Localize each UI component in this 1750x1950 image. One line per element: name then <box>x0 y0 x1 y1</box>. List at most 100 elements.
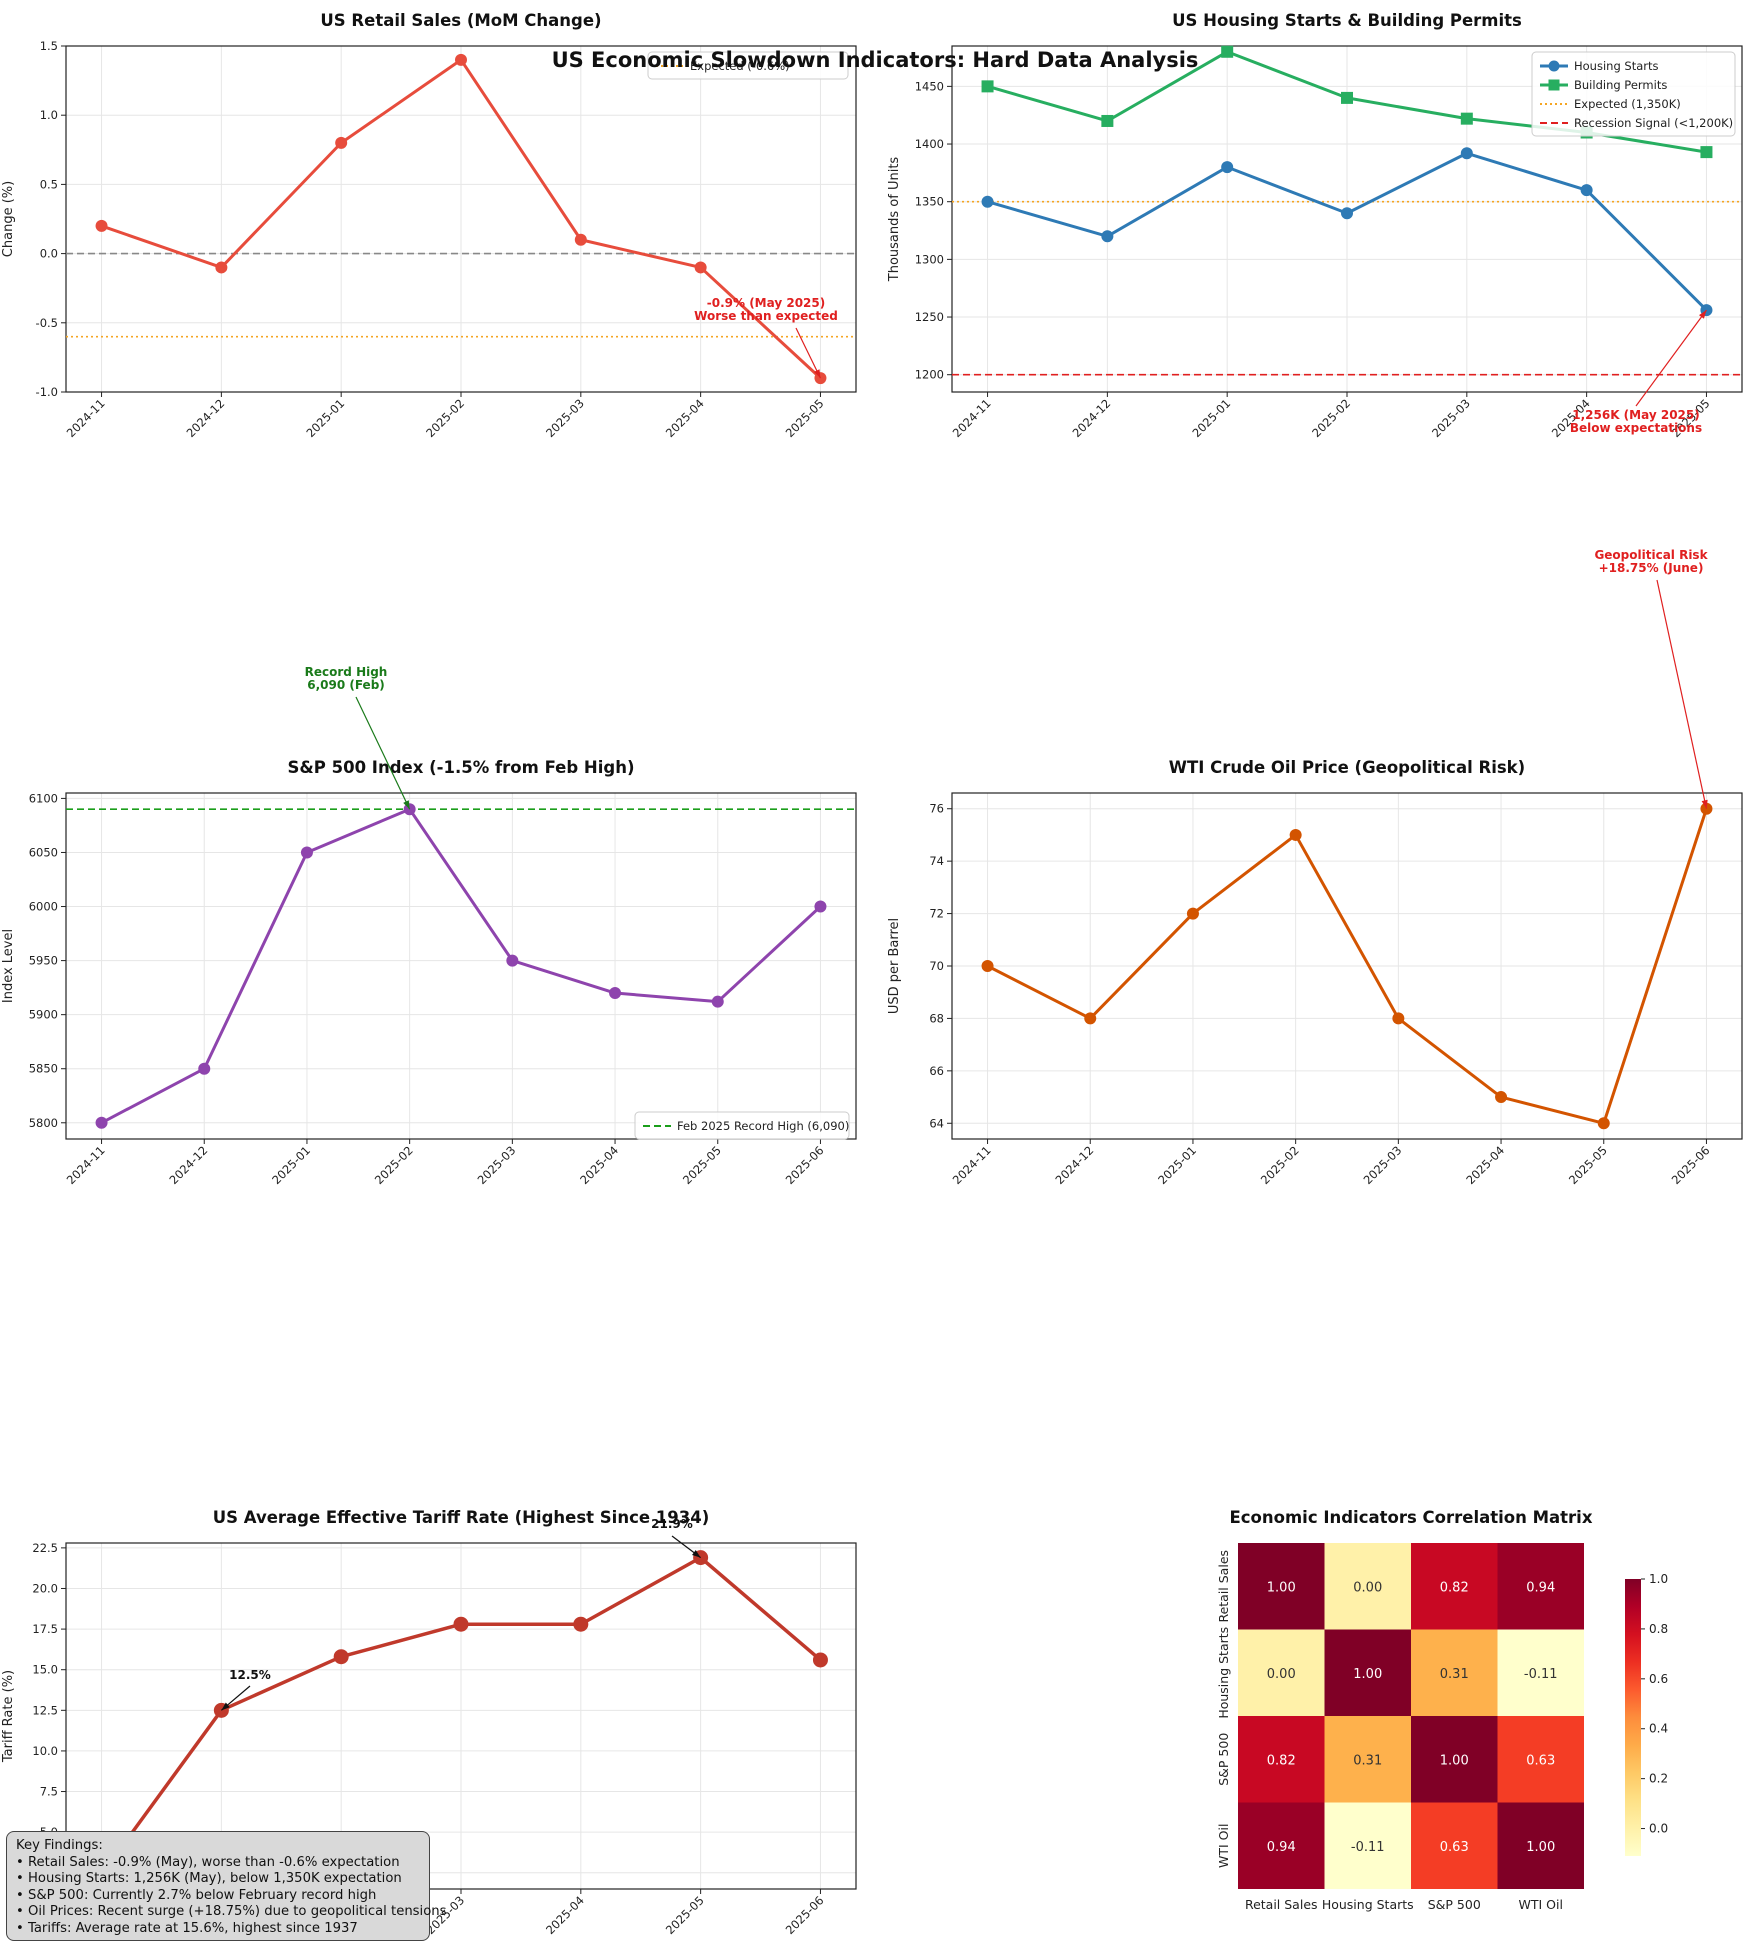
y-tick-label: -0.5 <box>36 316 58 330</box>
y-tick-label: Housing Starts <box>1216 1627 1231 1719</box>
data-point <box>981 80 994 93</box>
series-line-sp500 <box>100 807 822 1125</box>
y-tick-label: 7.5 <box>40 1785 58 1799</box>
heatmap-cell-label: 0.94 <box>1526 1580 1555 1595</box>
y-tick-label: 1400 <box>915 137 944 151</box>
y-tick-label: 5900 <box>29 1008 58 1022</box>
data-point <box>812 1652 828 1668</box>
data-point <box>1221 45 1234 58</box>
heatmap-cell-label: 0.94 <box>1267 1840 1296 1855</box>
heatmap-cell-label: 1.00 <box>1526 1840 1555 1855</box>
y-tick-label: 5950 <box>29 954 58 968</box>
annotation-text: Record High <box>305 665 388 679</box>
plot-frame <box>65 792 857 1140</box>
heatmap-cell <box>1324 1716 1411 1803</box>
colorbar-tick-label: 0.4 <box>1649 1722 1668 1736</box>
y-tick-label: 64 <box>929 1116 944 1130</box>
heatmap-cell <box>1411 1629 1498 1716</box>
y-axis-label: USD per Barrel <box>887 918 902 1014</box>
heatmap-cell <box>1411 1543 1498 1630</box>
y-tick-label: -1.0 <box>36 385 58 399</box>
key-finding-tariffs: • Tariffs: Average rate at 15.6%, highes… <box>16 1920 358 1936</box>
heatmap-cell <box>1497 1802 1584 1889</box>
data-point <box>1495 1091 1508 1104</box>
colorbar-tick-label: 1.0 <box>1649 1572 1668 1586</box>
legend-marker <box>1548 79 1560 91</box>
series-line-oil <box>986 808 1708 1125</box>
y-tick-label: 1450 <box>915 79 944 93</box>
heatmap-cell <box>1324 1802 1411 1889</box>
legend-box <box>1531 51 1736 137</box>
heatmap-cell <box>1411 1716 1498 1803</box>
y-axis-label: Tariff Rate (%) <box>1 1670 16 1763</box>
legend-entry: Feb 2025 Record High (6,090) <box>677 1119 849 1133</box>
x-tick-label: 2025-01 <box>1155 1143 1199 1187</box>
y-tick-label: 1350 <box>915 195 944 209</box>
y-tick-label: 0.5 <box>40 177 58 191</box>
y-tick-label: S&P 500 <box>1216 1733 1231 1786</box>
data-point <box>1289 828 1302 841</box>
key-finding-housing: • Housing Starts: 1,256K (May), below 1,… <box>16 1871 402 1887</box>
data-point <box>1392 1012 1405 1025</box>
x-tick-label: 2024-11 <box>950 1143 994 1187</box>
y-tick-label: 76 <box>929 802 944 816</box>
heatmap-cell-label: 0.31 <box>1353 1753 1382 1768</box>
y-tick-label: 22.5 <box>32 1541 58 1555</box>
heatmap-cell-label: 1.00 <box>1440 1753 1469 1768</box>
annotation-text: Geopolitical Risk <box>1594 548 1708 562</box>
data-point <box>1597 1117 1610 1130</box>
heatmap-cell <box>1411 1802 1498 1889</box>
y-tick-label: 17.5 <box>32 1622 58 1636</box>
y-tick-label: 6100 <box>29 791 58 805</box>
data-point <box>981 195 994 208</box>
annotation-arrowhead <box>1701 799 1708 809</box>
x-tick-label: 2025-04 <box>1463 1143 1507 1187</box>
y-tick-label: 68 <box>929 1011 944 1025</box>
annotation-arrow <box>795 327 821 379</box>
data-point <box>335 136 348 149</box>
y-tick-label: 1200 <box>915 368 944 382</box>
chart-title: S&P 500 Index (-1.5% from Feb High) <box>288 758 635 777</box>
annotation-text: 1,256K (May 2025) <box>1572 408 1699 422</box>
x-tick-label: 2025-04 <box>577 1143 621 1187</box>
x-tick-label: WTI Oil <box>1519 1897 1563 1912</box>
annotation-arrowhead <box>1698 310 1707 319</box>
data-point <box>1101 114 1114 127</box>
data-point <box>1341 207 1353 220</box>
x-tick-label: 2024-11 <box>64 396 108 440</box>
chart-title: WTI Crude Oil Price (Geopolitical Risk) <box>1169 758 1525 777</box>
legend-entry: Housing Starts <box>1574 59 1659 73</box>
x-tick-label: 2025-02 <box>423 396 467 440</box>
data-point <box>95 1116 108 1129</box>
chart-title: US Housing Starts & Building Permits <box>1172 11 1522 30</box>
heatmap-cell <box>1497 1629 1584 1716</box>
y-tick-label: 10.0 <box>32 1744 58 1758</box>
annotation-arrow <box>355 696 411 810</box>
chart-oil: 64 66 68 70 72 74 76 2024-11 2024-12 2025-01 2025-… <box>887 548 1743 1187</box>
x-tick-label: 2024-11 <box>64 1143 108 1187</box>
y-tick-label: WTI Oil <box>1216 1824 1231 1868</box>
x-tick-label: Housing Starts <box>1322 1897 1414 1912</box>
legend-entry: Expected (-0.6%) <box>690 59 790 73</box>
y-tick-label: 5850 <box>29 1062 58 1076</box>
heatmap-cell-label: 1.00 <box>1267 1580 1296 1595</box>
key-findings-heading: Key Findings: <box>16 1838 103 1853</box>
colorbar-tick-label: 0.8 <box>1649 1622 1668 1636</box>
annotation-text: 6,090 (Feb) <box>307 678 385 692</box>
data-point <box>215 261 228 274</box>
heatmap-cell <box>1238 1629 1325 1716</box>
x-tick-label: 2025-01 <box>303 396 347 440</box>
heatmap-cell-label: 0.63 <box>1440 1840 1469 1855</box>
data-point <box>1221 161 1234 174</box>
y-tick-label: Retail Sales <box>1216 1550 1231 1623</box>
chart-corr: Economic Indicators Correlation Matrix 1.… <box>1216 1508 1668 1912</box>
x-tick-label: 2024-12 <box>166 1143 210 1187</box>
x-tick-label: 2025-06 <box>783 1893 827 1937</box>
heatmap-cell-label: 0.31 <box>1440 1667 1469 1682</box>
data-point <box>1580 184 1593 197</box>
y-tick-label: 1250 <box>915 310 944 324</box>
y-tick-label: 12.5 <box>32 1703 58 1717</box>
data-point <box>455 53 467 66</box>
y-tick-label: 0.0 <box>40 247 58 261</box>
data-point <box>609 987 622 1000</box>
